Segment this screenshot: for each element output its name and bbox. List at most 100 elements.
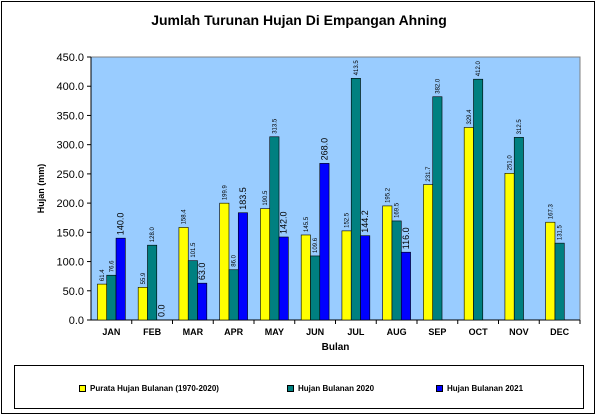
y-tick-label: 450.0	[56, 52, 84, 64]
bar-mar-series-0	[178, 227, 189, 321]
data-label: 63.0	[197, 263, 207, 281]
legend-swatch-2021	[436, 385, 443, 393]
bar-jun-series-0	[300, 234, 311, 321]
legend-item-2021: Hujan Bulanan 2021	[436, 384, 523, 393]
data-label: 76.6	[109, 260, 115, 272]
x-tick-label: OCT	[469, 327, 489, 337]
data-label: 251.0	[508, 155, 514, 171]
y-tick-label: 350.0	[56, 110, 84, 122]
data-label: 55.9	[141, 272, 147, 284]
bar-feb-series-1	[147, 244, 158, 321]
x-tick-label: FEB	[143, 327, 162, 337]
bar-jun-series-2	[319, 163, 330, 321]
data-label: 131.5	[558, 224, 564, 240]
plot-area	[90, 56, 581, 321]
bar-oct-series-1	[473, 78, 484, 321]
y-tick-label: 300.0	[56, 140, 84, 152]
legend-item-purata: Purata Hujan Bulanan (1970-2020)	[79, 384, 219, 393]
bar-dec-series-0	[545, 221, 556, 321]
bar-feb-series-0	[137, 287, 148, 321]
data-label: 190.5	[263, 190, 269, 206]
bar-apr-series-2	[237, 212, 248, 321]
x-tick-label: APR	[224, 327, 244, 337]
bar-aug-series-2	[400, 251, 411, 321]
bar-nov-series-0	[504, 173, 515, 321]
bar-aug-series-1	[391, 220, 402, 321]
x-tick-label: SEP	[428, 327, 446, 337]
bar-may-series-2	[278, 236, 289, 321]
y-tick-label: 100.0	[56, 257, 84, 269]
y-tick-label: 50.0	[63, 286, 84, 298]
data-label: 167.3	[548, 204, 554, 220]
data-label: 128.0	[150, 227, 156, 243]
legend: Purata Hujan Bulanan (1970-2020) Hujan B…	[14, 365, 584, 409]
x-tick-label: MAY	[265, 327, 284, 337]
y-tick-label: 250.0	[56, 169, 84, 181]
legend-label-2020: Hujan Bulanan 2020	[298, 384, 375, 393]
legend-label-purata: Purata Hujan Bulanan (1970-2020)	[90, 384, 219, 393]
legend-label-2021: Hujan Bulanan 2021	[447, 384, 524, 393]
bar-jul-series-0	[341, 230, 352, 321]
data-label: 329.4	[467, 109, 473, 125]
bar-jun-series-1	[310, 255, 321, 321]
chart-title: Jumlah Turunan Hujan Di Empangan Ahning	[151, 12, 447, 28]
bar-nov-series-1	[513, 137, 524, 321]
data-label: 109.6	[313, 237, 319, 253]
y-tick-label: 400.0	[56, 81, 84, 93]
legend-item-2020: Hujan Bulanan 2020	[287, 384, 374, 393]
bar-apr-series-1	[228, 269, 239, 321]
bar-may-series-1	[269, 136, 280, 321]
data-label: 116.0	[401, 227, 411, 249]
data-label: 158.4	[182, 209, 188, 225]
data-label: 313.5	[272, 118, 278, 134]
data-label: 0.0	[156, 304, 166, 317]
y-tick-label: 0.0	[69, 315, 84, 327]
bar-apr-series-0	[219, 202, 230, 321]
bar-sep-series-1	[432, 96, 443, 321]
data-label: 152.5	[345, 212, 351, 228]
data-label: 142.0	[279, 211, 289, 234]
x-tick-label: MAR	[183, 327, 204, 337]
bar-jul-series-2	[360, 235, 371, 321]
data-label: 61.4	[100, 269, 106, 281]
x-tick-label: JUL	[347, 327, 365, 337]
bar-oct-series-0	[463, 127, 474, 321]
data-label: 312.5	[517, 119, 523, 135]
bar-may-series-0	[260, 208, 271, 321]
y-tick-label: 150.0	[56, 227, 84, 239]
x-tick-label: JAN	[102, 327, 120, 337]
bar-jul-series-1	[350, 78, 361, 321]
data-label: 382.0	[435, 78, 441, 94]
bar-aug-series-0	[382, 205, 393, 321]
data-label: 231.7	[426, 166, 432, 182]
y-axis-title: Hujan (mm)	[36, 164, 46, 214]
data-label: 413.5	[354, 60, 360, 76]
bar-jan-series-1	[106, 274, 117, 321]
x-axis-title: Bulan	[322, 342, 350, 353]
data-label: 412.0	[476, 61, 482, 77]
bar-mar-series-2	[197, 282, 208, 321]
data-label: 195.2	[385, 187, 391, 203]
x-tick-label: DEC	[550, 327, 570, 337]
x-tick-label: NOV	[509, 327, 529, 337]
x-tick-label: JUN	[306, 327, 324, 337]
bar-mar-series-1	[187, 260, 198, 321]
x-tick-label: AUG	[387, 327, 407, 337]
data-label: 199.9	[222, 184, 228, 200]
legend-swatch-purata	[79, 385, 86, 393]
data-label: 268.0	[319, 138, 329, 161]
data-label: 169.5	[395, 202, 401, 218]
bar-sep-series-0	[423, 184, 434, 321]
legend-swatch-2020	[287, 385, 294, 393]
bar-jan-series-0	[97, 283, 108, 321]
data-label: 145.5	[304, 216, 310, 232]
data-label: 101.5	[191, 242, 197, 258]
data-label: 183.5	[238, 187, 248, 210]
data-label: 140.0	[116, 213, 126, 236]
bar-dec-series-1	[554, 242, 565, 321]
bar-jan-series-2	[115, 237, 126, 321]
data-label: 86.0	[232, 254, 238, 266]
data-label: 144.2	[360, 210, 370, 233]
y-tick-label: 200.0	[56, 198, 84, 210]
